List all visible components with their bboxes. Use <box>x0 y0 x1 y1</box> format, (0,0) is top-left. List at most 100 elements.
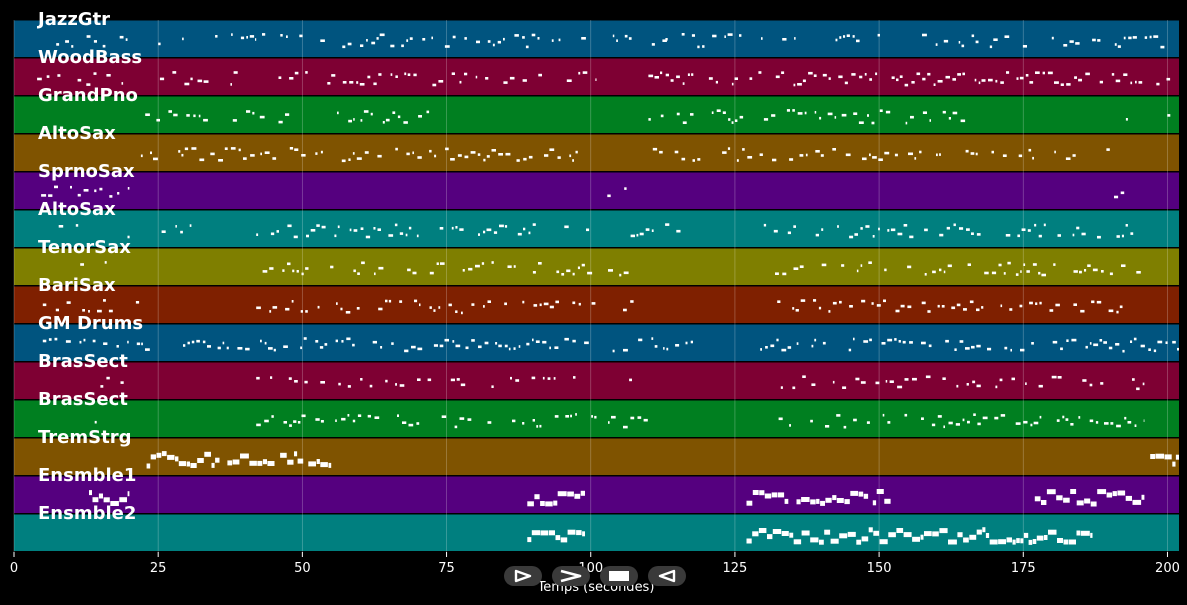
note <box>813 74 817 77</box>
note <box>462 269 465 272</box>
note <box>836 414 841 417</box>
note <box>793 539 802 545</box>
note <box>914 157 917 160</box>
play-forward-button[interactable] <box>504 566 542 586</box>
note <box>349 228 352 232</box>
note <box>388 234 394 237</box>
note <box>438 306 441 309</box>
reverse-button[interactable] <box>648 566 686 586</box>
note <box>315 418 320 421</box>
note <box>662 39 667 42</box>
note <box>887 229 890 232</box>
note <box>464 155 469 159</box>
note <box>957 532 963 538</box>
note <box>397 115 401 119</box>
note <box>385 379 388 383</box>
note <box>1082 379 1087 382</box>
note <box>327 82 331 85</box>
note <box>908 152 913 156</box>
note <box>758 528 767 533</box>
note <box>889 380 894 383</box>
note <box>42 339 47 343</box>
note <box>455 310 458 313</box>
note <box>475 264 480 268</box>
x-tick-label: 0 <box>10 561 18 576</box>
note <box>342 81 347 84</box>
note <box>1164 454 1172 460</box>
note <box>722 151 727 154</box>
next-button[interactable] <box>552 566 590 586</box>
note <box>808 71 813 75</box>
note <box>485 77 489 80</box>
note <box>542 340 547 344</box>
note <box>406 152 410 156</box>
note <box>967 263 971 266</box>
note <box>70 185 72 189</box>
note <box>1141 494 1145 500</box>
note <box>1004 35 1010 38</box>
note <box>190 463 197 468</box>
stop-button[interactable] <box>600 566 638 586</box>
note <box>158 42 161 46</box>
note <box>175 225 177 228</box>
note <box>433 309 436 312</box>
note <box>715 80 718 84</box>
note <box>897 385 903 389</box>
note <box>412 151 414 155</box>
note <box>853 418 857 422</box>
note <box>491 385 494 388</box>
note <box>793 225 796 228</box>
note <box>1002 154 1007 157</box>
note <box>1005 234 1011 237</box>
note <box>894 338 897 341</box>
note <box>1110 422 1114 425</box>
note <box>556 270 560 274</box>
note <box>1116 424 1121 428</box>
note <box>761 37 763 40</box>
note <box>1116 310 1119 314</box>
note <box>498 344 502 348</box>
note <box>882 413 885 417</box>
note <box>1150 454 1155 459</box>
note <box>853 337 855 341</box>
note <box>811 344 814 348</box>
note <box>758 71 762 74</box>
note <box>948 117 951 120</box>
note <box>401 44 404 48</box>
track-label: SprnoSax <box>38 161 135 182</box>
note <box>161 451 167 457</box>
note <box>904 413 908 417</box>
track-notes <box>56 33 1165 49</box>
note <box>660 114 664 118</box>
note <box>452 35 456 39</box>
note <box>1075 42 1080 45</box>
note <box>1084 498 1091 504</box>
note <box>702 45 705 48</box>
note <box>373 82 377 86</box>
note <box>348 119 352 123</box>
note <box>887 338 893 342</box>
note <box>417 378 421 381</box>
x-tick-label: 175 <box>1011 561 1036 576</box>
note <box>168 110 172 113</box>
note <box>956 384 959 388</box>
note <box>760 348 762 351</box>
note <box>786 109 790 112</box>
note <box>612 349 615 353</box>
note <box>516 159 520 162</box>
note <box>682 82 685 85</box>
note <box>981 79 986 82</box>
track-label: JazzGtr <box>36 9 110 30</box>
note <box>445 147 449 151</box>
note <box>125 38 128 41</box>
note <box>135 301 140 304</box>
note <box>289 77 294 80</box>
note <box>581 37 586 40</box>
x-axis: Temps (secondes) 0 25 50 75 100 125 150 175 200 <box>10 552 1180 595</box>
note <box>109 195 113 198</box>
note <box>941 305 945 308</box>
note <box>288 377 292 380</box>
note <box>1116 235 1120 238</box>
note <box>734 77 738 80</box>
